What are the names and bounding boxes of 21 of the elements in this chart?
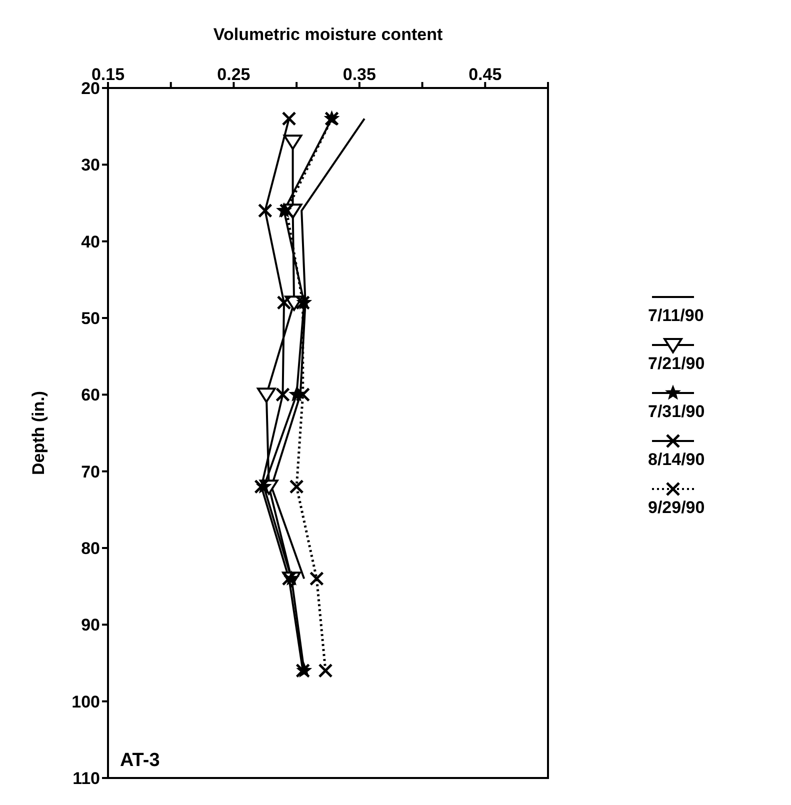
- y-tick-label: 110: [72, 769, 100, 788]
- y-tick-label: 70: [81, 462, 100, 482]
- y-tick-label: 90: [81, 616, 100, 635]
- legend-label: 7/11/90: [648, 306, 705, 326]
- x-tick-label: 0.35: [342, 65, 376, 84]
- y-tick-label: 40: [81, 232, 100, 252]
- legend-label: 7/21/90: [648, 354, 705, 374]
- y-tick-label: 30: [81, 156, 100, 175]
- y-tick-label: 60: [81, 386, 100, 405]
- y-tick-label: 100: [72, 692, 100, 712]
- x-tick-label: 0.25: [217, 65, 250, 84]
- x-tick-label: 0.45: [468, 65, 502, 84]
- legend-label: 7/31/90: [648, 402, 705, 422]
- y-tick-label: 20: [81, 79, 100, 98]
- y-axis-title: Depth (in.): [29, 390, 48, 476]
- x-axis-title: Volumetric moisture content: [213, 25, 443, 44]
- y-tick-label: 50: [81, 309, 100, 328]
- y-tick-label: 80: [81, 539, 100, 558]
- legend-label: 9/29/90: [648, 498, 705, 518]
- legend-label: 8/14/90: [648, 450, 705, 470]
- annotation: AT-3: [120, 750, 160, 771]
